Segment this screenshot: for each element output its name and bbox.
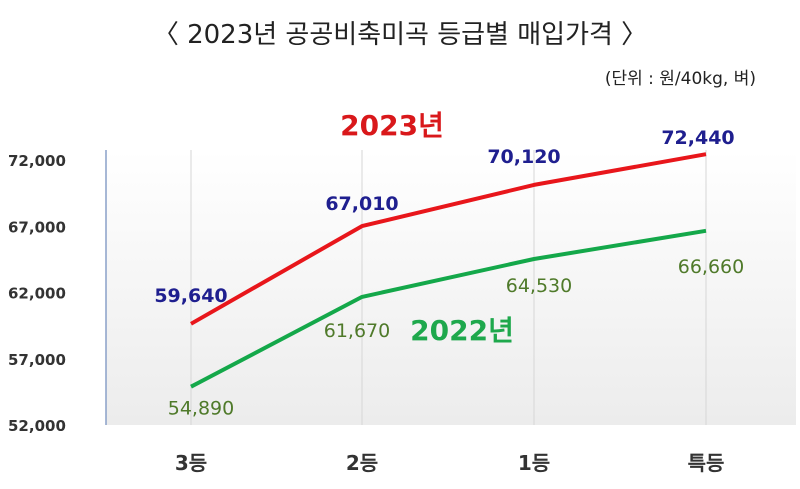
y-tick-label: 67,000 <box>8 218 66 236</box>
data-label: 64,530 <box>506 275 572 297</box>
series-name-2022: 2022년 <box>410 314 514 347</box>
y-tick-label: 52,000 <box>8 417 66 435</box>
series-name-2023: 2023년 <box>340 109 444 142</box>
data-label: 61,670 <box>324 320 390 342</box>
data-label: 54,890 <box>168 398 234 420</box>
chart-title: 〈 2023년 공공비축미곡 등급별 매입가격 〉 <box>152 20 648 50</box>
data-label: 66,660 <box>678 256 744 278</box>
data-label: 72,440 <box>661 127 734 149</box>
x-tick-label: 3등 <box>175 451 207 475</box>
unit-label: (단위 : 원/40kg, 벼) <box>604 69 756 89</box>
series-line-2023 <box>190 152 707 326</box>
data-label: 70,120 <box>487 146 560 168</box>
plot-area <box>106 150 796 425</box>
data-label: 59,640 <box>154 285 227 307</box>
x-tick-label: 특등 <box>688 451 725 475</box>
y-tick-label: 62,000 <box>8 285 66 303</box>
series-line-2022 <box>190 228 707 389</box>
data-label: 67,010 <box>325 193 398 215</box>
x-tick-label: 2등 <box>346 451 378 475</box>
y-tick-label: 72,000 <box>8 152 66 170</box>
y-tick-label: 57,000 <box>8 351 66 369</box>
x-tick-label: 1등 <box>518 451 550 475</box>
